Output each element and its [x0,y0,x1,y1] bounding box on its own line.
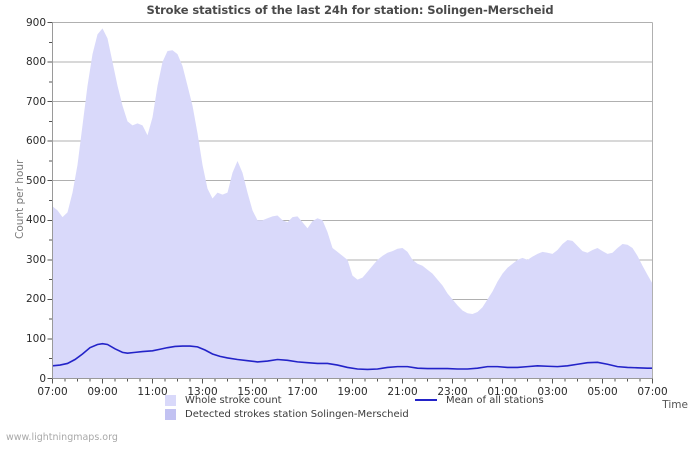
legend-swatch-mean-line [415,399,437,401]
plot-frame [52,22,653,379]
legend-label-whole-stroke-count: Whole stroke count [185,394,282,406]
y-tick-label: 800 [25,56,46,69]
legend-item-detected-strokes: Detected strokes station Solingen-Mersch… [165,407,409,421]
whole-stroke-count-area [52,28,653,379]
y-tick-label: 0 [39,372,46,385]
y-tick-label: 900 [25,16,46,29]
x-tick-label: 07:00 [37,385,68,398]
y-tick-label: 200 [25,293,46,306]
x-tick-label: 07:00 [637,385,668,398]
legend-item-whole-stroke-count: Whole stroke count [165,393,409,407]
legend-swatch-detected-strokes [165,408,176,420]
legend-label-mean-of-all-stations: Mean of all stations [446,394,544,406]
y-tick-label: 600 [25,135,46,148]
y-tick-label: 300 [25,253,46,266]
watermark-link: www.lightningmaps.org [6,432,118,443]
legend-left: Whole stroke count Detected strokes stat… [165,393,409,421]
legend-swatch-whole-stroke-count [165,394,176,406]
x-tick-label: 19:00 [337,385,368,398]
x-tick-label: 09:00 [87,385,118,398]
legend-item-mean-of-all-stations: Mean of all stations [415,393,544,407]
x-tick-label: 23:00 [437,385,468,398]
y-tick-label: 100 [25,332,46,345]
x-tick-label: 17:00 [287,385,318,398]
y-tick-label: 700 [25,95,46,108]
y-tick-label: 500 [25,174,46,187]
legend-right: Mean of all stations [415,393,544,407]
legend-label-detected-strokes: Detected strokes station Solingen-Mersch… [185,408,409,420]
x-tick-label: 15:00 [237,385,268,398]
x-tick-label: 01:00 [487,385,518,398]
axis-ticks [47,22,653,384]
x-tick-label: 03:00 [537,385,568,398]
x-axis-label: Time [662,399,688,411]
x-tick-label: 05:00 [587,385,618,398]
x-tick-label: 11:00 [137,385,168,398]
x-tick-label: 13:00 [187,385,218,398]
y-axis-label: Count per hour [14,159,26,239]
mean-of-all-stations-line [52,342,653,371]
x-tick-label: 21:00 [387,385,418,398]
chart-title: Stroke statistics of the last 24h for st… [146,3,554,17]
y-tick-label: 400 [25,214,46,227]
